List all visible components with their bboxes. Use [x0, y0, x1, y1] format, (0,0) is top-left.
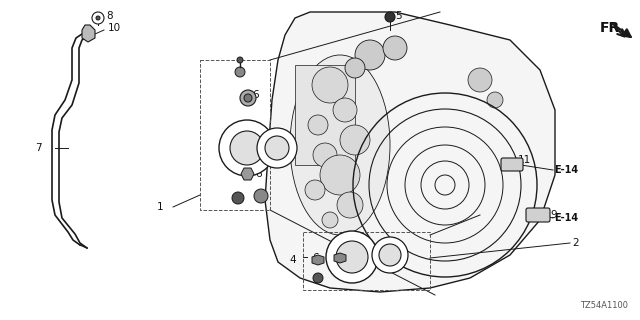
Circle shape [322, 212, 338, 228]
Circle shape [235, 67, 245, 77]
Text: 2: 2 [572, 238, 579, 248]
Circle shape [337, 192, 363, 218]
Text: E-14: E-14 [554, 165, 578, 175]
Text: 7: 7 [35, 143, 42, 153]
Circle shape [487, 92, 503, 108]
Circle shape [230, 131, 264, 165]
Circle shape [379, 244, 401, 266]
Text: 8: 8 [106, 11, 113, 21]
Circle shape [355, 40, 385, 70]
Circle shape [345, 58, 365, 78]
Circle shape [340, 125, 370, 155]
Polygon shape [241, 168, 254, 180]
Text: 6: 6 [344, 257, 351, 267]
Text: TZ54A1100: TZ54A1100 [580, 301, 628, 310]
Text: 6: 6 [252, 90, 259, 100]
Polygon shape [334, 253, 346, 263]
Text: FR.: FR. [600, 21, 626, 35]
Circle shape [385, 12, 395, 22]
Circle shape [305, 180, 325, 200]
Circle shape [372, 237, 408, 273]
Text: 6: 6 [312, 253, 319, 263]
Circle shape [320, 155, 360, 195]
FancyBboxPatch shape [501, 158, 523, 171]
Circle shape [468, 68, 492, 92]
Text: 5: 5 [395, 11, 402, 21]
Bar [200, 60, 270, 210]
Circle shape [333, 98, 357, 122]
Circle shape [326, 231, 378, 283]
Text: 3: 3 [282, 133, 289, 143]
Circle shape [312, 67, 348, 103]
Ellipse shape [290, 55, 390, 235]
Text: 10: 10 [108, 23, 121, 33]
Circle shape [313, 273, 323, 283]
Circle shape [313, 143, 337, 167]
Circle shape [219, 120, 275, 176]
Text: 4: 4 [289, 255, 296, 265]
Bar [295, 65, 355, 165]
Circle shape [244, 94, 252, 102]
Text: 9: 9 [550, 210, 557, 220]
Polygon shape [82, 25, 95, 42]
Text: 6: 6 [255, 169, 262, 179]
Polygon shape [312, 255, 324, 265]
Text: 1: 1 [156, 202, 163, 212]
Circle shape [336, 241, 368, 273]
Circle shape [232, 192, 244, 204]
Circle shape [257, 128, 297, 168]
Text: E-14: E-14 [554, 213, 578, 223]
Polygon shape [265, 12, 555, 292]
Bar [303, 232, 430, 290]
Circle shape [383, 36, 407, 60]
Circle shape [240, 90, 256, 106]
Circle shape [254, 189, 268, 203]
Circle shape [237, 57, 243, 63]
Circle shape [308, 115, 328, 135]
Circle shape [265, 136, 289, 160]
Text: 11: 11 [518, 155, 531, 165]
Circle shape [96, 16, 100, 20]
FancyBboxPatch shape [526, 208, 550, 222]
Circle shape [92, 12, 104, 24]
